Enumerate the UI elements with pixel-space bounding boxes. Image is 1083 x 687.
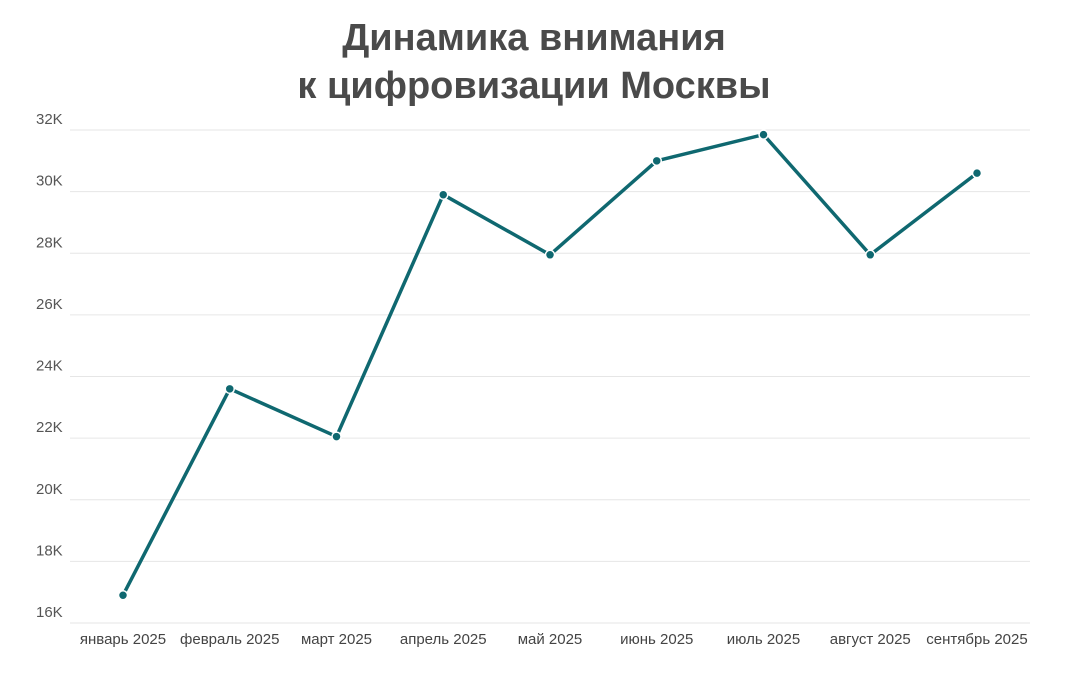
chart-title-line-1: Динамика внимания xyxy=(342,17,726,59)
data-point xyxy=(117,590,129,601)
y-tick-label: 18K xyxy=(36,542,63,559)
data-point xyxy=(651,155,662,167)
y-tick-label: 24K xyxy=(36,358,63,375)
series-group xyxy=(117,129,983,601)
y-tick-label: 28K xyxy=(36,234,63,251)
y-tick-label: 30K xyxy=(36,173,63,190)
y-tick-label: 26K xyxy=(36,296,63,313)
data-point xyxy=(758,129,769,140)
chart-title: Динамика внимания к цифровизации Москвы xyxy=(0,14,1068,110)
x-axis-tick-labels: январь 2025 февраль 2025 март 2025 апрель 2… xyxy=(80,631,1028,648)
data-point xyxy=(331,431,342,442)
chart-title-line-2: к цифровизации Москвы xyxy=(297,65,771,107)
x-tick-label: апрель 2025 xyxy=(400,631,487,648)
grid-lines xyxy=(70,129,1030,624)
y-axis-tick-labels: 16K 18K 20K 22K 24K 26K 28K 30K 32K xyxy=(36,111,63,621)
data-point xyxy=(544,249,556,261)
x-tick-label: август 2025 xyxy=(830,631,911,648)
x-tick-label: февраль 2025 xyxy=(180,631,279,648)
data-point xyxy=(224,383,235,395)
series-line xyxy=(121,132,979,598)
x-tick-label: январь 2025 xyxy=(80,631,166,648)
data-point xyxy=(438,189,449,200)
y-tick-label: 20K xyxy=(36,481,63,498)
x-tick-label: март 2025 xyxy=(301,631,372,648)
x-tick-label: май 2025 xyxy=(518,631,583,648)
x-tick-label: июль 2025 xyxy=(727,631,800,648)
data-point xyxy=(865,249,876,261)
y-tick-label: 16K xyxy=(36,604,63,621)
y-tick-label: 32K xyxy=(36,111,63,128)
data-point xyxy=(971,167,983,179)
x-tick-label: июнь 2025 xyxy=(620,631,693,648)
y-tick-label: 22K xyxy=(36,419,63,436)
x-tick-label: сентябрь 2025 xyxy=(926,631,1027,648)
